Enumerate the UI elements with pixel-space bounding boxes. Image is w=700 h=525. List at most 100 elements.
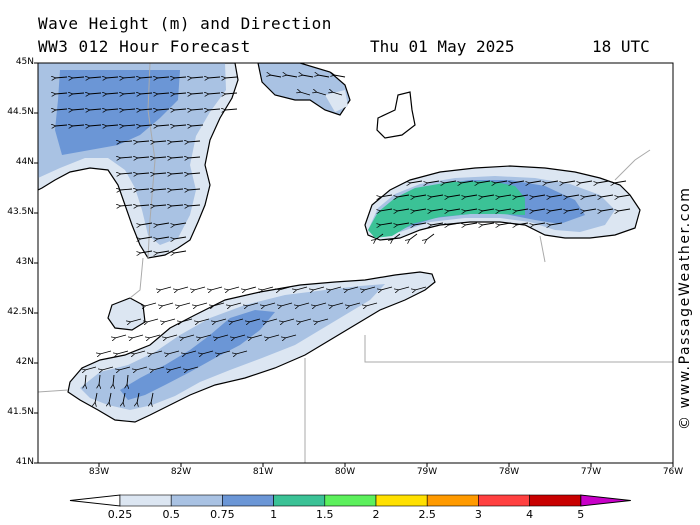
wave-arrow <box>188 173 201 174</box>
wave-arrow <box>140 222 153 225</box>
wave-arrow <box>217 334 229 338</box>
wave-arrow <box>174 77 187 78</box>
wave-arrow <box>183 334 195 338</box>
wave-arrow <box>99 374 100 385</box>
lon-label: 78W <box>498 467 520 477</box>
wave-arrow <box>298 302 310 306</box>
wave-arrow <box>72 109 85 110</box>
georgian-bay <box>257 63 351 116</box>
wave-arrow <box>495 180 508 183</box>
wave-arrow <box>179 302 191 306</box>
wave-arrow <box>174 125 187 126</box>
wave-arrow <box>106 125 119 126</box>
wave-arrow <box>597 180 610 183</box>
wave-arrow <box>188 189 201 190</box>
wave-arrow <box>366 302 378 306</box>
wave-arrow <box>550 208 563 211</box>
wave-arrow <box>120 189 133 190</box>
colorbar-segment <box>529 494 582 507</box>
wave-arrow <box>123 392 126 403</box>
wave-arrow <box>113 374 114 385</box>
wave-arrow <box>444 180 457 183</box>
wave-arrow <box>55 125 68 126</box>
wave-arrow <box>134 350 146 354</box>
wave-arrow <box>318 75 330 78</box>
wave-arrow <box>202 350 214 354</box>
wave-arrow <box>132 334 144 338</box>
wave-arrow <box>123 109 136 110</box>
colorbar-tick-label: 2 <box>372 508 380 521</box>
wave-arrow <box>334 75 346 78</box>
wave-arrow <box>196 302 208 306</box>
wave-arrow <box>187 366 199 370</box>
colorbar-tick-label: 0.5 <box>162 508 180 521</box>
wave-arrow <box>410 180 423 183</box>
wave-arrow <box>137 173 150 174</box>
wave-arrow <box>137 392 140 403</box>
wave-arrow <box>157 250 170 253</box>
wave-arrow <box>584 194 597 197</box>
wave-arrow <box>236 350 248 354</box>
wave-arrow <box>191 93 204 94</box>
wave-arrow <box>618 208 631 211</box>
wave-arrow <box>208 77 221 78</box>
wave-arrow <box>332 302 344 306</box>
wave-arrow <box>364 286 376 290</box>
colorbar-segment <box>170 494 223 507</box>
wave-arrow <box>398 286 410 290</box>
wave-arrow <box>482 222 495 225</box>
wave-arrow <box>300 92 311 96</box>
wave-arrow <box>208 109 221 110</box>
wave-arrow <box>191 77 204 78</box>
wave-arrow <box>117 350 129 354</box>
wave-arrow <box>563 180 576 183</box>
wave-arrow <box>181 318 193 322</box>
wave-arrow <box>174 222 187 225</box>
wave-arrow <box>102 366 114 370</box>
wave-arrow <box>157 109 170 110</box>
colorbar-segment <box>426 494 479 507</box>
lat-label: 43.5N <box>7 207 34 217</box>
wave-arrow <box>225 93 238 94</box>
wave-arrow <box>512 180 525 183</box>
wave-arrow <box>499 222 512 225</box>
wave-arrow <box>234 334 246 338</box>
axis-ticks <box>34 62 674 467</box>
wave-arrow <box>414 208 427 211</box>
wave-arrow <box>164 318 176 322</box>
wave-arrow <box>188 157 201 158</box>
wave-arrow <box>89 109 102 110</box>
wave-arrow <box>85 366 97 370</box>
wave-arrow <box>313 286 325 290</box>
wave-arrow <box>225 109 238 110</box>
wave-arrow <box>160 286 172 290</box>
wave-arrow <box>157 93 170 94</box>
wave-arrow <box>601 194 614 197</box>
lake-st-clair <box>107 297 146 331</box>
lon-label: 82W <box>170 467 192 477</box>
wave-arrow <box>151 392 154 403</box>
colorbar-segment <box>222 494 274 507</box>
wave-arrow <box>415 286 427 290</box>
wave-arrow <box>120 141 133 142</box>
wave-direction-arrows <box>55 75 631 403</box>
wave-arrow <box>499 208 512 211</box>
wave-arrow <box>533 222 546 225</box>
wave-arrow <box>154 189 167 190</box>
wave-arrow <box>225 77 238 78</box>
wave-arrow <box>330 286 342 290</box>
colorbar-high-triangle <box>580 494 631 507</box>
wave-arrow <box>106 77 119 78</box>
wave-arrow <box>427 180 440 183</box>
wave-arrow <box>533 194 546 197</box>
wave-arrow <box>431 208 444 211</box>
colorbar-tick-label: 5 <box>577 508 585 521</box>
wave-arrow <box>380 208 393 211</box>
wave-arrow <box>137 189 150 190</box>
forecast-date: Thu 01 May 2025 <box>370 37 515 56</box>
wave-arrow <box>157 222 170 225</box>
wave-arrow <box>296 286 308 290</box>
wave-arrow <box>448 222 461 225</box>
wave-arrow <box>140 93 153 94</box>
lon-label: 80W <box>334 467 356 477</box>
